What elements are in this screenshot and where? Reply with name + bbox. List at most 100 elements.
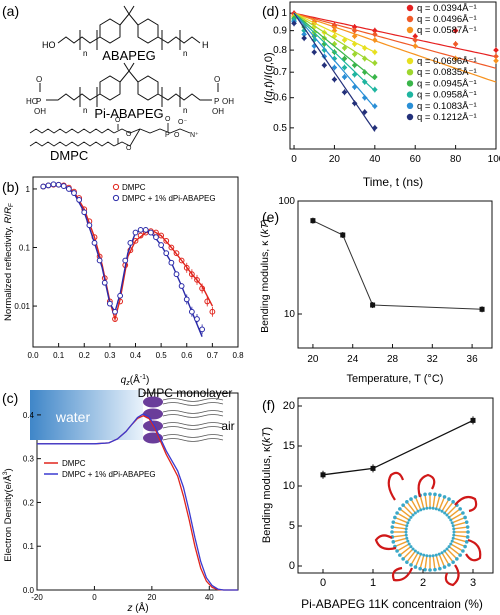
x-tick-label: 0.6	[181, 351, 193, 360]
panel-d-xlabel: Time, t (ns)	[363, 175, 423, 189]
lipid	[410, 553, 419, 565]
lipid-head	[447, 563, 451, 567]
lipid-head	[437, 508, 441, 512]
lipid-head	[409, 515, 413, 519]
lipid-head	[455, 557, 459, 561]
data-point	[351, 62, 358, 69]
svg-text:OH: OH	[212, 107, 224, 116]
panel-b-legend: DMPC DMPC + 1% dPi-ABAPEG	[112, 183, 216, 203]
data-point	[117, 292, 124, 299]
lipid-head	[404, 533, 408, 537]
data-point	[163, 237, 170, 244]
data-point	[158, 242, 165, 248]
x-tick-label: 0.4	[130, 351, 142, 360]
lipid	[424, 556, 428, 569]
pi-abapeg-name: Pi-ABAPEG	[94, 106, 163, 121]
x-tick-label: 3	[470, 577, 476, 589]
fit-line-0	[293, 12, 497, 58]
lipid	[452, 517, 465, 524]
svg-text:O: O	[126, 145, 132, 152]
data-point	[311, 49, 318, 56]
data-point	[361, 69, 368, 76]
lipid-head	[458, 507, 462, 511]
x-tick-label: 60	[410, 154, 422, 165]
data-point	[168, 244, 175, 251]
legend-label-dmpc: DMPC	[122, 183, 146, 192]
x-tick-label: 0.1	[53, 351, 65, 360]
data-point	[371, 74, 378, 80]
x-tick-label: 0	[320, 577, 326, 589]
data-point	[351, 27, 358, 34]
y-tick-label: 0.4	[23, 411, 35, 420]
lipid	[395, 540, 408, 547]
svg-text:HO: HO	[26, 97, 38, 106]
data-point	[188, 308, 195, 315]
data-point	[371, 60, 378, 66]
lipid	[438, 497, 445, 510]
lipid-head	[407, 542, 411, 546]
lipid-head	[450, 539, 454, 543]
lipid-head	[428, 492, 432, 496]
lipid-head	[449, 518, 453, 522]
legend-label-dmpc-dpi-abapeg: DMPC + 1% dPi-ABAPEG	[122, 194, 216, 203]
lipid	[403, 549, 413, 559]
lipid	[454, 534, 467, 538]
legend-label: q = 0.1083Å⁻¹	[417, 101, 477, 112]
data-point	[194, 276, 200, 283]
panel-f-plot-area	[320, 416, 476, 479]
legend-marker	[406, 15, 414, 23]
lipid-head	[425, 554, 429, 558]
data-point	[106, 300, 113, 307]
x-tick-label: 0.3	[104, 351, 116, 360]
fit-line-4	[293, 12, 376, 65]
data-point	[204, 298, 211, 305]
trend-line	[322, 419, 474, 476]
legend-label: q = 0.0835Å⁻¹	[417, 67, 477, 78]
x-tick-label: 24	[347, 354, 359, 365]
lipid-head	[407, 518, 411, 522]
panel-c-plot-area	[37, 413, 238, 591]
data-point	[137, 226, 144, 233]
dmpc-atoms: OOO OP OO⁻ N⁺	[115, 116, 199, 152]
lipid	[441, 499, 450, 511]
lipid-head	[390, 525, 395, 529]
svg-text:P: P	[214, 97, 219, 106]
lipid-head	[428, 554, 432, 558]
data-point	[81, 209, 88, 216]
abapeg-repeat-right: n	[183, 49, 187, 58]
lipid	[452, 540, 465, 547]
svg-text:O: O	[165, 116, 171, 123]
data-point	[50, 181, 57, 188]
data-point	[96, 257, 103, 264]
legend-label: q = 0.0587Å⁻¹	[417, 25, 477, 36]
x-tick-label: -20	[31, 593, 43, 602]
lipid-head	[442, 495, 447, 499]
lipid-head	[458, 553, 462, 557]
lipid-head	[413, 511, 417, 515]
data-point	[301, 35, 307, 41]
lipid-tail	[162, 414, 224, 418]
panel-c-ylabel: Electron Density(e/Å3)	[2, 468, 14, 561]
x-tick-label: 0.8	[232, 351, 244, 360]
data-point	[122, 257, 129, 264]
lipid-tail	[162, 398, 224, 402]
data-point	[76, 197, 83, 203]
legend-marker	[406, 102, 414, 110]
data-point	[371, 103, 378, 110]
x-tick-label: 20	[147, 593, 156, 602]
lipid	[451, 543, 463, 552]
lipid-headgroups	[143, 396, 224, 444]
fit-line-6	[293, 12, 376, 92]
polymer-chain	[465, 538, 482, 562]
lipid-head	[434, 507, 438, 511]
x-tick-label: 80	[450, 154, 462, 165]
data-point	[370, 465, 376, 471]
lipid-head	[409, 545, 413, 549]
lipid-head	[447, 545, 451, 549]
density-line-1	[37, 413, 238, 591]
svg-text:O: O	[36, 75, 42, 84]
legend-label: q = 0.0394Å⁻¹	[417, 3, 477, 14]
panel-b-axes: 0.0 0.1 0.2 0.3 0.4 0.5 0.6 0.7 0.8 1 0.1 0.01	[14, 185, 244, 360]
data-point	[142, 226, 149, 233]
